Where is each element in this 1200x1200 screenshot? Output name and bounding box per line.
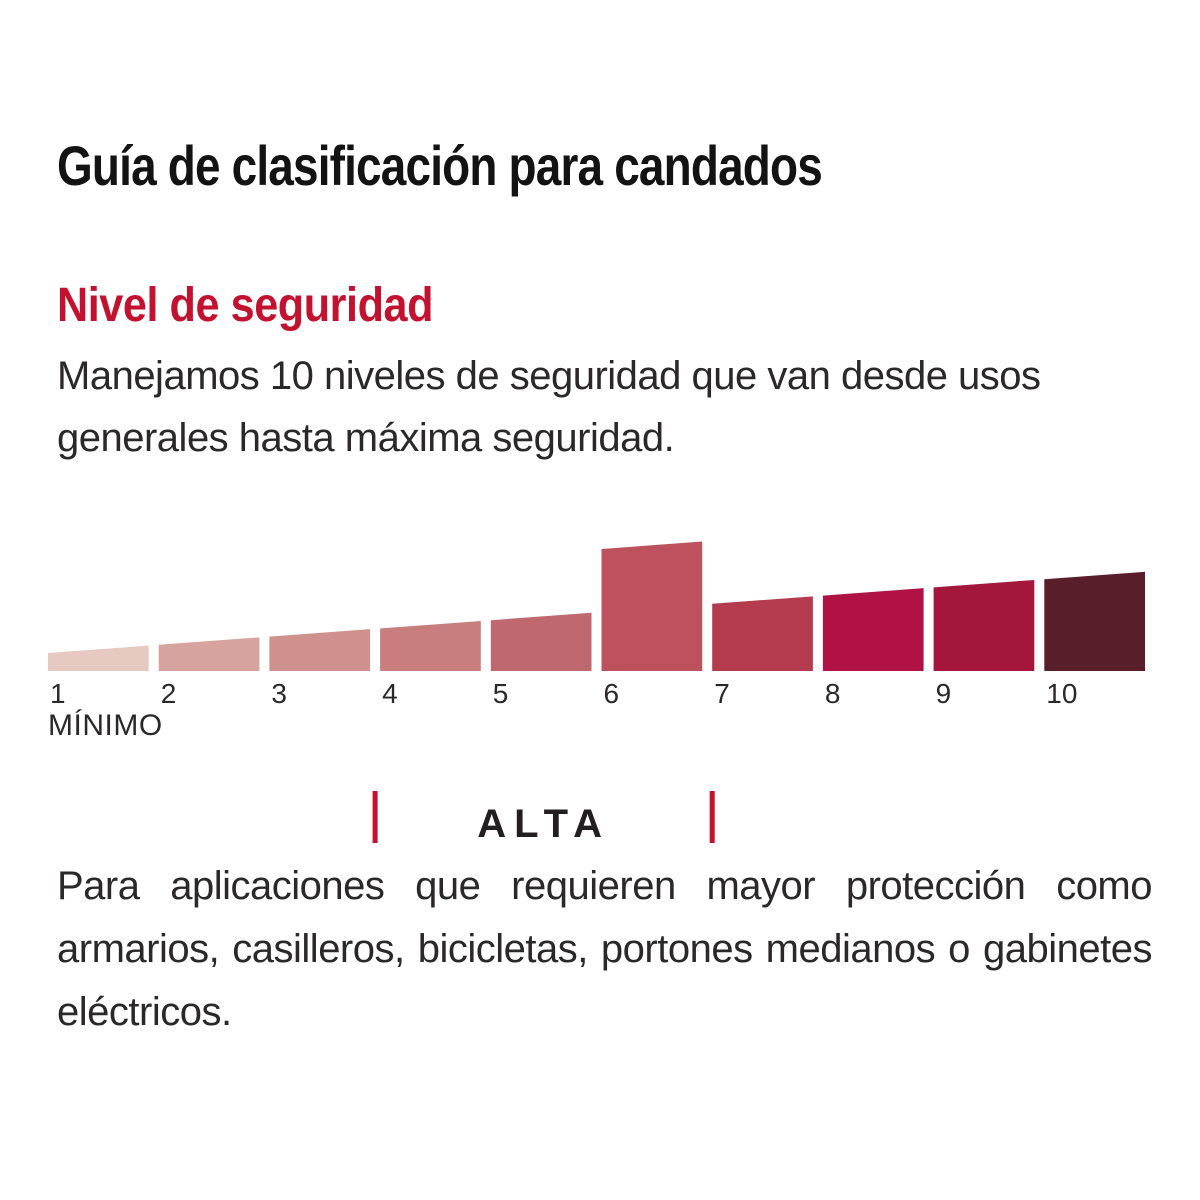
alta-range-tick-left bbox=[372, 791, 378, 843]
level-tick-label-5: 5 bbox=[493, 678, 509, 709]
level-bar-4 bbox=[380, 620, 481, 671]
level-bar-8 bbox=[822, 588, 924, 671]
level-tick-label-2: 2 bbox=[161, 678, 177, 709]
level-bar-10 bbox=[1044, 571, 1145, 671]
level-tick-label-7: 7 bbox=[714, 678, 730, 709]
level-tick-label-3: 3 bbox=[271, 678, 287, 709]
minimum-label: MÍNIMO bbox=[48, 709, 163, 742]
level-tick-label-8: 8 bbox=[825, 678, 841, 709]
alta-range-label: ALTA bbox=[477, 802, 610, 846]
alta-range-description: Para aplicaciones que requieren mayor pr… bbox=[57, 864, 1153, 1034]
level-bar-1 bbox=[48, 645, 149, 671]
level-bar-2 bbox=[158, 637, 260, 671]
level-tick-label-1: 1 bbox=[50, 678, 66, 709]
level-bar-7 bbox=[712, 596, 813, 671]
security-level-description: Manejamos 10 niveles de seguridad que va… bbox=[57, 354, 1041, 460]
level-bar-3 bbox=[269, 629, 371, 671]
level-tick-label-9: 9 bbox=[936, 678, 952, 709]
security-level-heading: Nivel de seguridad bbox=[57, 279, 434, 332]
level-bar-6 bbox=[601, 541, 703, 671]
page-title: Guía de clasificación para candados bbox=[57, 134, 823, 197]
level-tick-label-4: 4 bbox=[382, 678, 398, 709]
level-tick-label-10: 10 bbox=[1046, 678, 1077, 709]
level-tick-label-6: 6 bbox=[604, 678, 620, 709]
alta-range-tick-right bbox=[709, 791, 715, 843]
level-bar-5 bbox=[490, 612, 592, 671]
level-bar-9 bbox=[933, 579, 1035, 671]
